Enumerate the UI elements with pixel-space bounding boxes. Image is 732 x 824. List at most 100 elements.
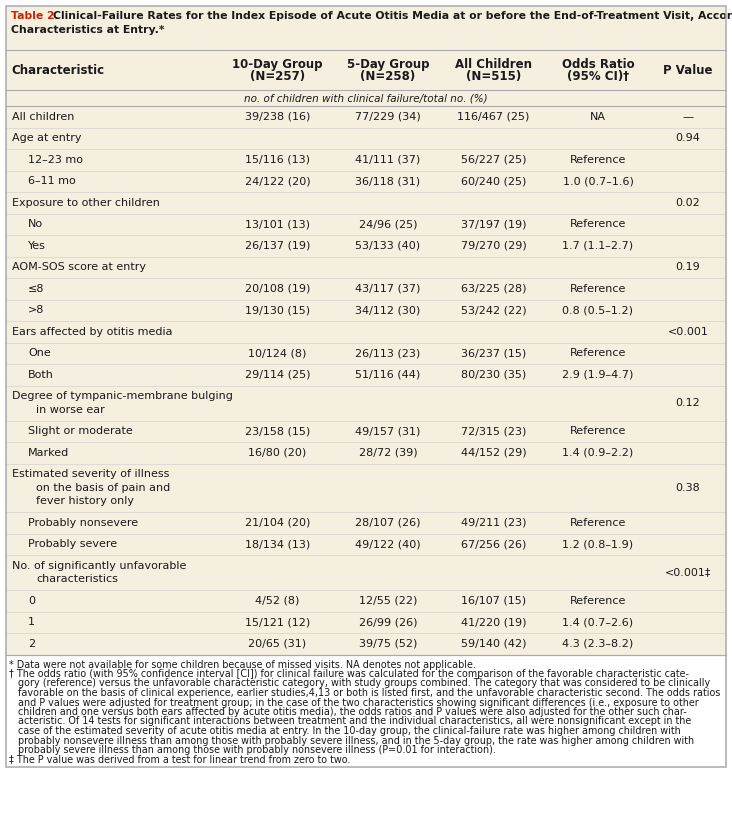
- Text: (N=257): (N=257): [250, 69, 305, 82]
- Text: All Children: All Children: [455, 58, 532, 71]
- Bar: [6, 321, 726, 343]
- Text: 4/52 (8): 4/52 (8): [255, 596, 299, 606]
- Bar: [6, 256, 726, 278]
- Text: probably severe illness than among those with probably nonsevere illness (P=0.01: probably severe illness than among those…: [9, 745, 496, 755]
- Bar: [6, 533, 726, 555]
- Text: (N=258): (N=258): [360, 69, 416, 82]
- Bar: [6, 192, 726, 213]
- Bar: [6, 6, 726, 50]
- Text: Reference: Reference: [569, 596, 626, 606]
- Text: <0.001: <0.001: [668, 327, 709, 337]
- Text: 10/124 (8): 10/124 (8): [248, 349, 307, 358]
- Text: 21/104 (20): 21/104 (20): [244, 517, 310, 527]
- Text: 24/96 (25): 24/96 (25): [359, 219, 417, 229]
- Text: 37/197 (19): 37/197 (19): [460, 219, 526, 229]
- Text: 16/107 (15): 16/107 (15): [461, 596, 526, 606]
- Text: favorable on the basis of clinical experience, earlier studies,4,13 or both is l: favorable on the basis of clinical exper…: [9, 688, 720, 698]
- Text: Characteristics at Entry.*: Characteristics at Entry.*: [11, 25, 165, 35]
- Text: Exposure to other children: Exposure to other children: [12, 198, 160, 208]
- Text: 36/237 (15): 36/237 (15): [461, 349, 526, 358]
- Text: 43/117 (37): 43/117 (37): [355, 283, 421, 293]
- Text: 0.12: 0.12: [676, 398, 701, 408]
- Text: 49/211 (23): 49/211 (23): [460, 517, 526, 527]
- Text: —: —: [682, 112, 693, 122]
- Text: 0.02: 0.02: [676, 198, 701, 208]
- Text: Characteristic: Characteristic: [11, 63, 104, 77]
- Text: 1.0 (0.7–1.6): 1.0 (0.7–1.6): [563, 176, 633, 186]
- Text: 24/122 (20): 24/122 (20): [244, 176, 310, 186]
- Bar: [6, 590, 726, 611]
- Text: probably nonsevere illness than among those with probably severe illness, and in: probably nonsevere illness than among th…: [9, 736, 694, 746]
- Text: 0.38: 0.38: [676, 483, 701, 493]
- Text: No: No: [28, 219, 43, 229]
- Text: 56/227 (25): 56/227 (25): [460, 155, 526, 165]
- Text: AOM-SOS score at entry: AOM-SOS score at entry: [12, 262, 146, 272]
- Text: Probably nonsevere: Probably nonsevere: [28, 517, 138, 527]
- Text: 80/230 (35): 80/230 (35): [461, 370, 526, 380]
- Text: 1.2 (0.8–1.9): 1.2 (0.8–1.9): [562, 539, 634, 550]
- Text: 53/242 (22): 53/242 (22): [460, 305, 526, 316]
- Text: No. of significantly unfavorable: No. of significantly unfavorable: [12, 561, 187, 571]
- Text: 1.7 (1.1–2.7): 1.7 (1.1–2.7): [562, 241, 634, 250]
- Text: 26/137 (19): 26/137 (19): [244, 241, 310, 250]
- Text: 39/75 (52): 39/75 (52): [359, 639, 417, 648]
- Text: 26/113 (23): 26/113 (23): [355, 349, 421, 358]
- Text: * Data were not available for some children because of missed visits. NA denotes: * Data were not available for some child…: [9, 659, 476, 669]
- Text: 0.8 (0.5–1.2): 0.8 (0.5–1.2): [562, 305, 633, 316]
- Bar: [6, 299, 726, 321]
- Text: 79/270 (29): 79/270 (29): [460, 241, 526, 250]
- Text: >8: >8: [28, 305, 45, 316]
- Text: characteristics: characteristics: [36, 574, 118, 584]
- Text: 41/111 (37): 41/111 (37): [355, 155, 421, 165]
- Bar: [6, 633, 726, 654]
- Text: 36/118 (31): 36/118 (31): [356, 176, 421, 186]
- Text: NA: NA: [590, 112, 606, 122]
- Text: ‡ The P value was derived from a test for linear trend from zero to two.: ‡ The P value was derived from a test fo…: [9, 755, 351, 765]
- Text: 20/65 (31): 20/65 (31): [248, 639, 307, 648]
- Text: 34/112 (30): 34/112 (30): [355, 305, 421, 316]
- Bar: [6, 442, 726, 464]
- Text: 4.3 (2.3–8.2): 4.3 (2.3–8.2): [562, 639, 634, 648]
- Text: Reference: Reference: [569, 219, 626, 229]
- Text: Reference: Reference: [569, 349, 626, 358]
- Text: 49/157 (31): 49/157 (31): [355, 426, 421, 436]
- Bar: [6, 171, 726, 192]
- Text: 12–23 mo: 12–23 mo: [28, 155, 83, 165]
- Text: on the basis of pain and: on the basis of pain and: [36, 483, 171, 493]
- Text: All children: All children: [12, 112, 75, 122]
- Text: 53/133 (40): 53/133 (40): [356, 241, 421, 250]
- Bar: [6, 420, 726, 442]
- Text: no. of children with clinical failure/total no. (%): no. of children with clinical failure/to…: [244, 93, 488, 103]
- Text: 23/158 (15): 23/158 (15): [245, 426, 310, 436]
- Text: 28/72 (39): 28/72 (39): [359, 447, 417, 458]
- Text: 0: 0: [28, 596, 35, 606]
- Text: Estimated severity of illness: Estimated severity of illness: [12, 469, 169, 480]
- Text: Probably severe: Probably severe: [28, 539, 117, 550]
- Bar: [6, 106, 726, 128]
- Bar: [6, 128, 726, 149]
- Text: 1.4 (0.9–2.2): 1.4 (0.9–2.2): [562, 447, 634, 458]
- Text: 5-Day Group: 5-Day Group: [347, 58, 429, 71]
- Text: 13/101 (13): 13/101 (13): [245, 219, 310, 229]
- Text: Reference: Reference: [569, 283, 626, 293]
- Text: 2.9 (1.9–4.7): 2.9 (1.9–4.7): [562, 370, 634, 380]
- Text: 67/256 (26): 67/256 (26): [461, 539, 526, 550]
- Text: 63/225 (28): 63/225 (28): [460, 283, 526, 293]
- Text: 49/122 (40): 49/122 (40): [355, 539, 421, 550]
- Text: 12/55 (22): 12/55 (22): [359, 596, 417, 606]
- Bar: [6, 555, 726, 590]
- Text: (95% CI)†: (95% CI)†: [567, 69, 629, 82]
- Text: ≤8: ≤8: [28, 283, 45, 293]
- Text: gory (reference) versus the unfavorable characteristic category, with study grou: gory (reference) versus the unfavorable …: [9, 678, 710, 689]
- Text: 72/315 (23): 72/315 (23): [461, 426, 526, 436]
- Bar: [6, 50, 726, 90]
- Bar: [6, 464, 726, 512]
- Bar: [6, 90, 726, 106]
- Text: Both: Both: [28, 370, 54, 380]
- Text: 10-Day Group: 10-Day Group: [232, 58, 323, 71]
- Text: Reference: Reference: [569, 426, 626, 436]
- Text: 18/134 (13): 18/134 (13): [245, 539, 310, 550]
- Text: 29/114 (25): 29/114 (25): [244, 370, 310, 380]
- Text: fever history only: fever history only: [36, 496, 134, 506]
- Text: Reference: Reference: [569, 517, 626, 527]
